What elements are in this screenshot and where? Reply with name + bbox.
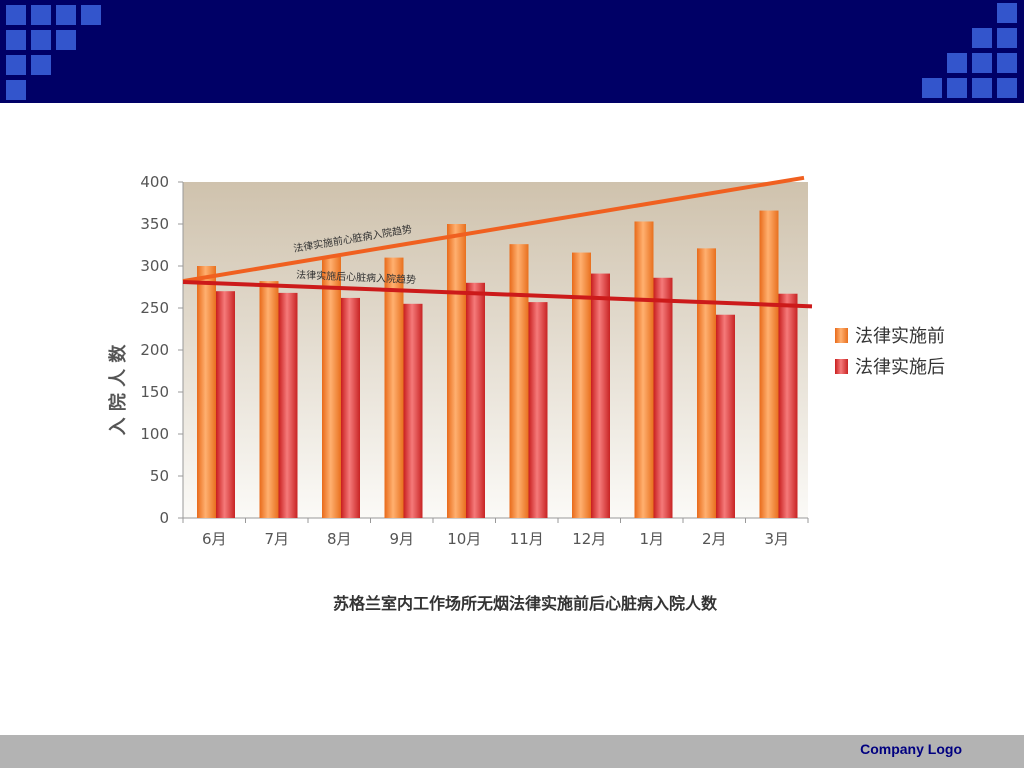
header-square xyxy=(56,30,76,50)
chart-title: 苏格兰室内工作场所无烟法律实施前后心脏病入院人数 xyxy=(332,594,717,613)
header-square xyxy=(997,78,1017,98)
footer-band xyxy=(0,735,1024,768)
header-square xyxy=(997,28,1017,48)
company-logo: Company Logo xyxy=(860,741,962,757)
x-tick-label: 9月 xyxy=(389,530,414,548)
header-square xyxy=(972,28,992,48)
header-square xyxy=(6,80,26,100)
header-square xyxy=(31,5,51,25)
bar-after xyxy=(653,277,673,518)
header-square xyxy=(81,5,101,25)
x-tick-label: 10月 xyxy=(447,530,481,548)
header-square xyxy=(947,53,967,73)
trendline-after xyxy=(182,279,813,309)
x-tick-label: 7月 xyxy=(264,530,289,548)
x-tick-label: 6月 xyxy=(202,530,227,548)
y-tick-label: 250 xyxy=(140,299,169,317)
x-tick-label: 3月 xyxy=(764,530,789,548)
bar-before xyxy=(572,252,591,518)
bar-after xyxy=(466,282,485,518)
header-square xyxy=(922,78,942,98)
legend-label: 法律实施前 xyxy=(855,326,945,347)
header-square xyxy=(6,5,26,25)
bar-before xyxy=(197,266,216,518)
header-square xyxy=(997,53,1017,73)
y-axis-label: 入 院 人 数 xyxy=(107,344,129,436)
bar-after xyxy=(528,302,548,518)
trendline-before xyxy=(182,175,805,284)
header-square xyxy=(31,55,51,75)
header-square xyxy=(972,78,992,98)
header-square xyxy=(972,53,992,73)
bar-before xyxy=(447,224,466,518)
legend-label: 法律实施后 xyxy=(855,357,945,378)
y-tick-label: 0 xyxy=(159,509,169,527)
header-square xyxy=(997,3,1017,23)
header-square xyxy=(6,30,26,50)
bar-before xyxy=(259,281,279,518)
header-square xyxy=(947,78,967,98)
y-tick-label: 300 xyxy=(140,257,169,275)
bar-after xyxy=(216,291,235,518)
legend-swatch xyxy=(835,328,848,343)
x-tick-label: 2月 xyxy=(702,530,727,548)
y-tick-label: 100 xyxy=(140,425,169,443)
x-tick-label: 1月 xyxy=(639,530,664,548)
header-square xyxy=(6,55,26,75)
header-square xyxy=(31,30,51,50)
bar-before xyxy=(322,256,341,518)
x-tick-label: 8月 xyxy=(327,530,352,548)
y-tick-label: 50 xyxy=(150,467,169,485)
bar-after xyxy=(591,273,610,518)
x-tick-label: 12月 xyxy=(572,530,606,548)
bar-before xyxy=(759,210,779,518)
x-tick-label: 11月 xyxy=(510,530,544,548)
bar-after xyxy=(778,293,798,518)
y-tick-label: 400 xyxy=(140,173,169,191)
header-band xyxy=(0,0,1024,103)
bar-after xyxy=(341,297,360,518)
y-tick-label: 150 xyxy=(140,383,169,401)
bar-before xyxy=(697,248,716,519)
bar-before xyxy=(634,221,654,519)
header-square xyxy=(56,5,76,25)
bar-after xyxy=(403,303,423,518)
legend-swatch xyxy=(835,359,848,374)
y-tick-label: 200 xyxy=(140,341,169,359)
bar-after xyxy=(278,292,298,518)
y-tick-label: 350 xyxy=(140,215,169,233)
bar-before xyxy=(384,257,404,518)
bar-before xyxy=(509,244,529,518)
bar-after xyxy=(716,314,735,518)
